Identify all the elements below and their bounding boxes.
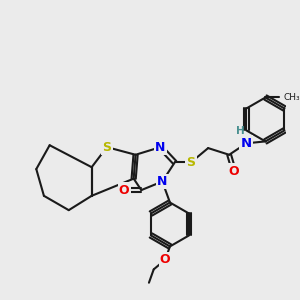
Text: O: O [160, 253, 170, 266]
Text: S: S [102, 141, 111, 154]
Text: N: N [241, 137, 252, 150]
Text: O: O [119, 184, 129, 196]
Text: N: N [155, 141, 166, 154]
Text: H: H [236, 126, 245, 136]
Text: N: N [157, 175, 167, 188]
Text: S: S [187, 156, 196, 169]
Text: CH₃: CH₃ [284, 93, 300, 102]
Text: O: O [229, 164, 239, 178]
